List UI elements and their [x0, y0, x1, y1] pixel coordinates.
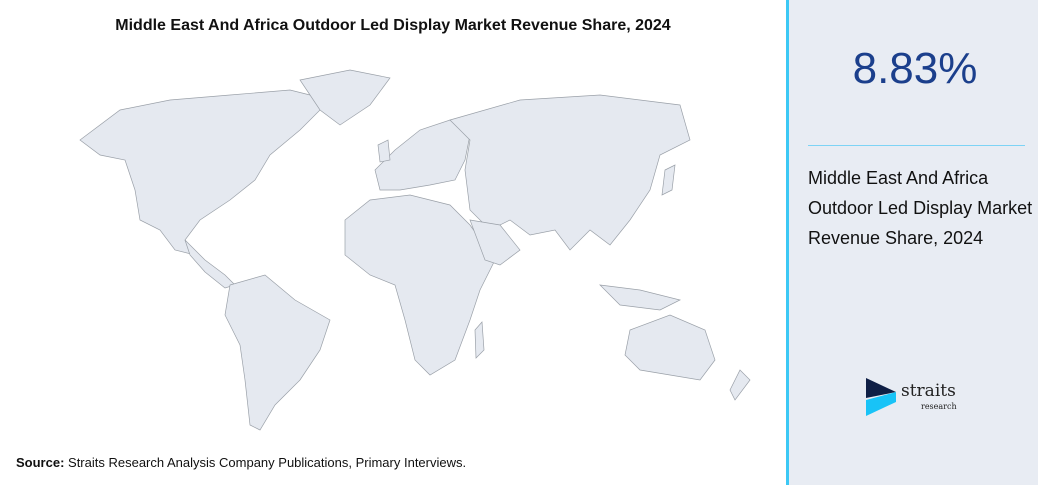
africa [344, 194, 496, 376]
arabia [469, 219, 521, 266]
north-america [79, 89, 331, 256]
australia [624, 314, 716, 381]
source-text: Straits Research Analysis Company Public… [64, 455, 467, 470]
straits-logo: straits research [866, 378, 966, 418]
logo-arrow-icon [866, 378, 896, 416]
divider [808, 145, 1025, 146]
central-america [184, 239, 236, 289]
source-label: Source: [16, 455, 65, 470]
south-america [224, 274, 331, 431]
logo-word: straits [901, 381, 956, 401]
stat-panel: 8.83% Middle East And Africa Outdoor Led… [786, 0, 1038, 485]
new-zealand [729, 369, 751, 401]
uk [377, 139, 391, 163]
source-note: Source: Straits Research Analysis Compan… [16, 455, 466, 470]
madagascar [474, 321, 485, 359]
world-map [79, 69, 751, 431]
share-description: Middle East And Africa Outdoor Led Displ… [808, 168, 1033, 248]
share-value: 8.83% [852, 44, 978, 93]
indonesia [599, 284, 682, 311]
greenland [299, 69, 391, 126]
asia [449, 94, 691, 251]
logo-sub: research [921, 402, 957, 411]
europe [374, 119, 471, 191]
chart-title: Middle East And Africa Outdoor Led Displ… [115, 17, 671, 34]
japan [661, 164, 676, 196]
